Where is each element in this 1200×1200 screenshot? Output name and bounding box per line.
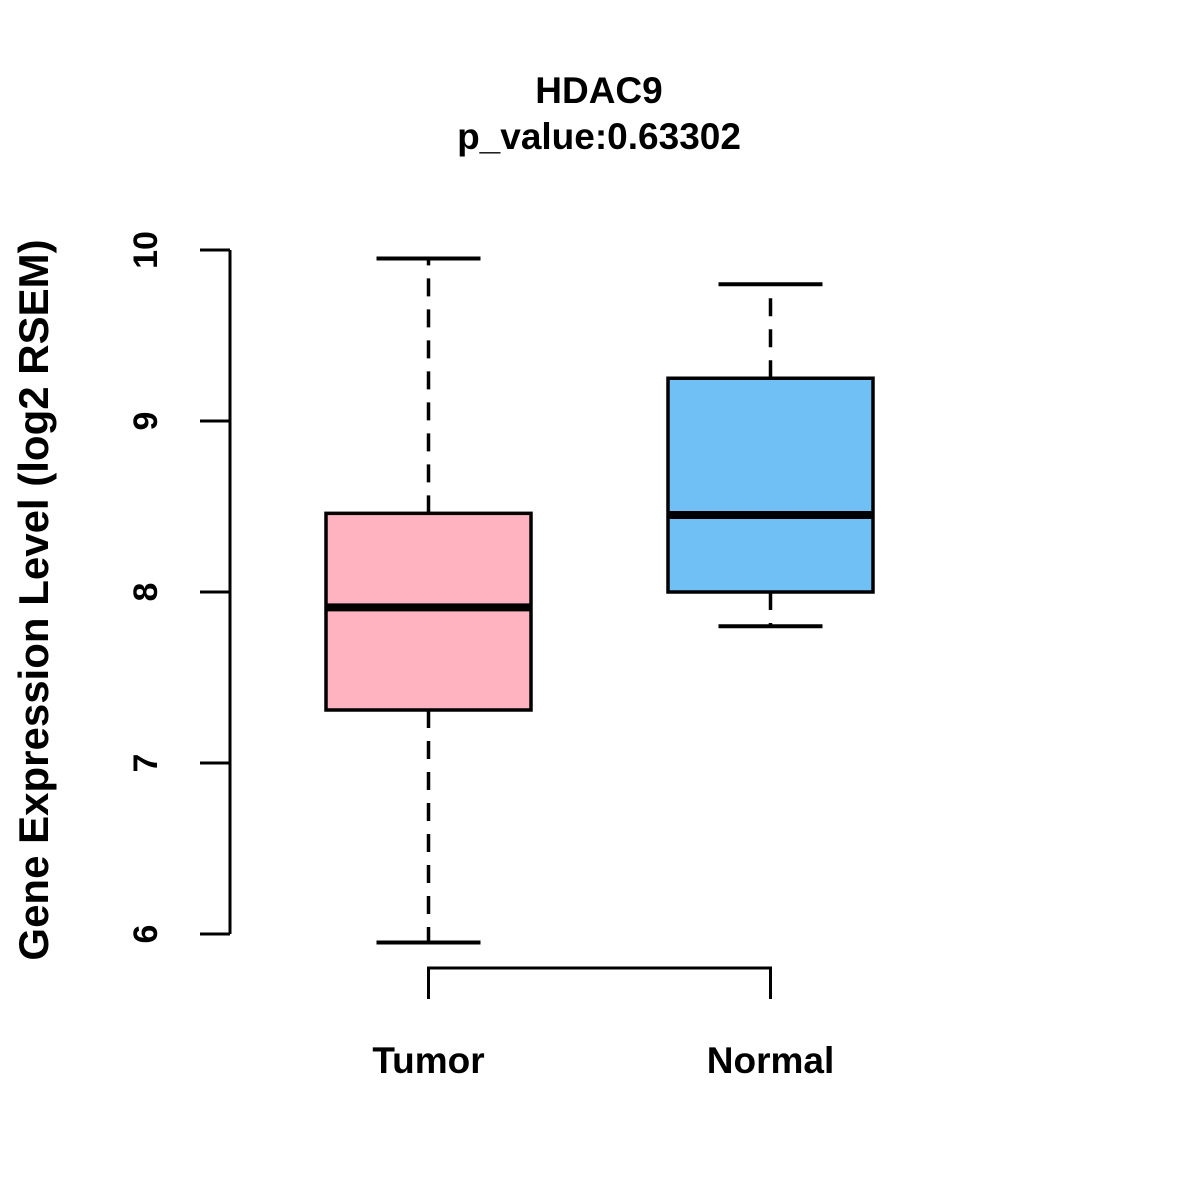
category-label-normal: Normal <box>707 1040 834 1081</box>
chart-title: HDAC9 <box>535 70 663 111</box>
y-tick-label-6: 6 <box>127 925 165 944</box>
category-label-tumor: Tumor <box>372 1040 484 1081</box>
y-tick-label-7: 7 <box>127 754 165 773</box>
comparison-bracket <box>427 966 772 999</box>
chart-title-block: HDAC9 p_value:0.63302 <box>0 68 1198 160</box>
tumor-box <box>324 511 533 712</box>
y-tick-label-9: 9 <box>127 412 165 431</box>
chart-subtitle: p_value:0.63302 <box>457 116 741 157</box>
y-tick-label-10: 10 <box>127 231 165 269</box>
normal-box <box>666 376 875 594</box>
y-tick-label-8: 8 <box>127 583 165 602</box>
